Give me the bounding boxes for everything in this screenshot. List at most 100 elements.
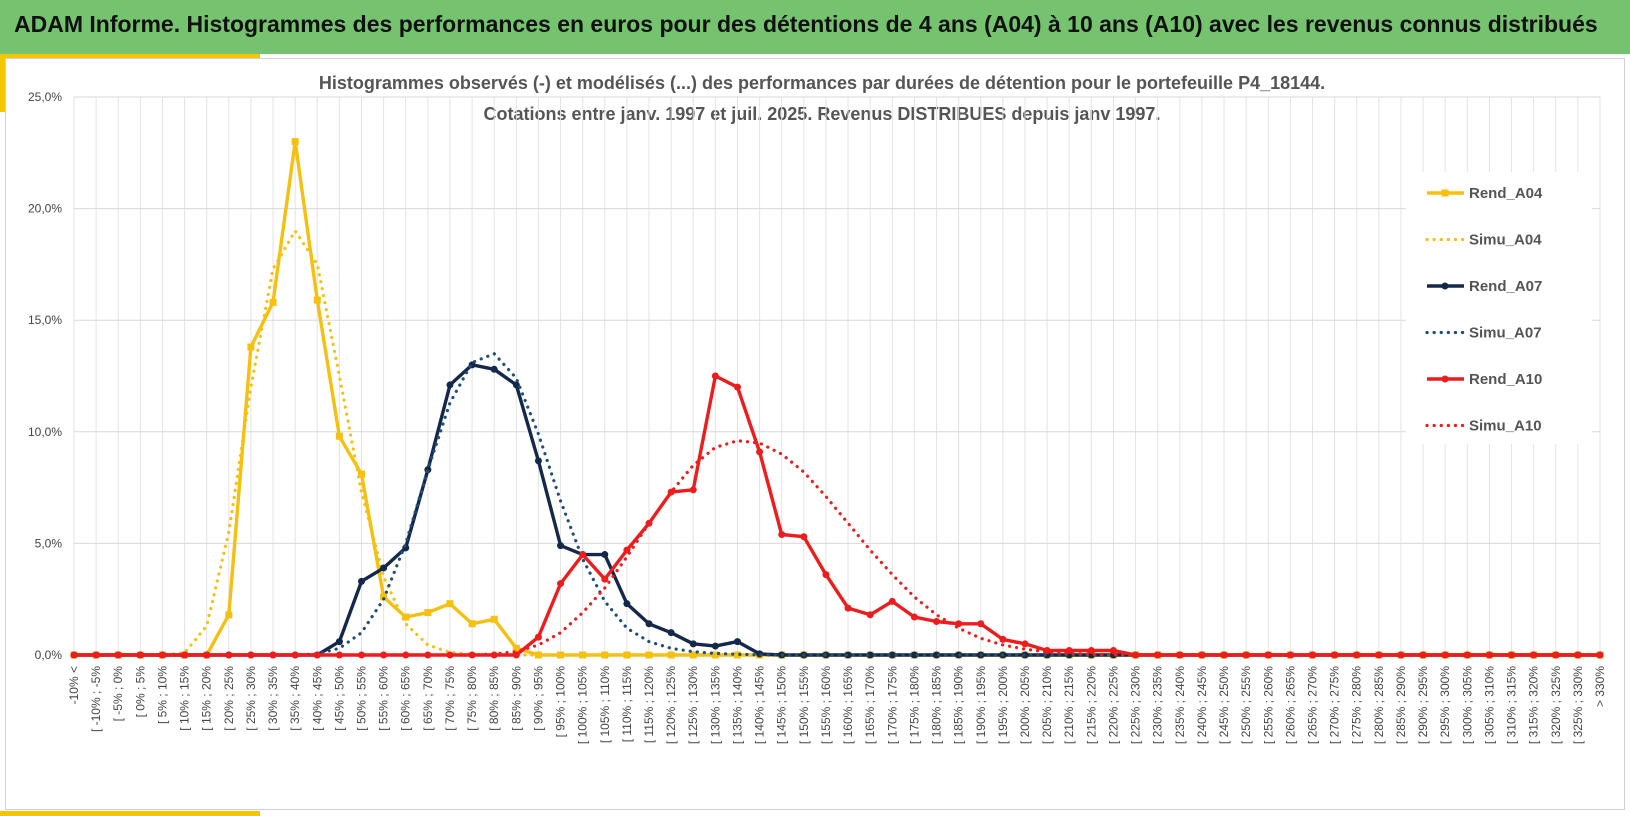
x-tick-label: [ 125% ; 130%: [686, 666, 700, 744]
data-point: [446, 600, 454, 608]
data-point: [1109, 647, 1117, 655]
legend-item-rend-a07: Rend_A07: [1427, 278, 1542, 295]
x-tick-label: [ 15% ; 20%: [200, 666, 214, 731]
data-point: [844, 604, 852, 612]
data-point: [1087, 647, 1095, 655]
data-point: [557, 580, 565, 588]
data-point: [667, 629, 675, 637]
data-point: [756, 448, 764, 456]
y-tick-label: 10,0%: [28, 425, 62, 439]
x-tick-label: [ 265% ; 270%: [1305, 666, 1319, 744]
accent-bar-bottom: [0, 811, 260, 816]
data-point: [623, 651, 631, 659]
legend-label: Rend_A07: [1469, 278, 1542, 295]
x-tick-label: [ 65% ; 70%: [421, 666, 435, 731]
data-point: [136, 651, 144, 659]
legend-marker: [1441, 282, 1449, 290]
chart-title-line-1: Histogrammes observés (-) et modélisés (…: [319, 73, 1325, 93]
data-point: [380, 651, 388, 659]
x-tick-label: [ 240% ; 245%: [1195, 666, 1209, 744]
x-tick-label: [ 200% ; 205%: [1018, 666, 1032, 744]
x-tick-label: [ 135% ; 140%: [730, 666, 744, 744]
y-tick-label: 5,0%: [35, 536, 63, 550]
data-point: [203, 651, 211, 659]
x-axis: -10% < [ -10% ; -5% [ -5% ; 0% [ 0% ; 5% [ 5…: [67, 666, 1607, 744]
x-tick-label: [ 55% ; 60%: [377, 666, 391, 731]
data-point: [910, 651, 918, 659]
x-tick-label: [ 185% ; 190%: [952, 666, 966, 744]
x-tick-label: [ 270% ; 275%: [1328, 666, 1342, 744]
y-tick-label: 0,0%: [35, 648, 63, 662]
data-point: [601, 651, 609, 659]
data-point: [1242, 651, 1250, 659]
grid-lines: [73, 96, 1601, 656]
data-point: [1463, 651, 1471, 659]
x-tick-label: [ 150% ; 155%: [797, 666, 811, 744]
x-tick-label: [ 45% ; 50%: [332, 666, 346, 731]
x-tick-label: [ 105% ; 110%: [598, 666, 612, 743]
data-point: [999, 635, 1007, 643]
x-tick-label: [ 155% ; 160%: [819, 666, 833, 744]
x-tick-label: > 330%: [1593, 666, 1607, 707]
data-point: [247, 343, 255, 351]
y-tick-label: 25,0%: [28, 90, 62, 104]
data-point: [1220, 651, 1228, 659]
data-point: [1441, 651, 1449, 659]
data-point: [733, 383, 741, 391]
chart-frame: [5, 58, 1625, 810]
x-tick-label: [ 235% ; 240%: [1173, 666, 1187, 744]
data-point: [667, 651, 675, 659]
x-tick-label: [ -5% ; 0%: [111, 666, 125, 722]
data-point: [335, 651, 343, 659]
x-tick-label: [ -10% ; -5%: [89, 666, 103, 732]
chart-title-line-2: Cotations entre janv. 1997 et juil. 2025…: [484, 104, 1161, 124]
legend-item-rend-a04: Rend_A04: [1427, 185, 1543, 202]
data-point: [977, 620, 985, 628]
data-point: [733, 638, 741, 646]
series-rend-a04: [70, 138, 1604, 659]
data-point: [1596, 651, 1604, 659]
x-tick-label: [ 50% ; 55%: [355, 666, 369, 731]
page-title: ADAM Informe. Histogrammes des performan…: [14, 11, 1598, 37]
data-point: [822, 571, 830, 579]
data-point: [1485, 651, 1493, 659]
data-point: [866, 611, 874, 619]
x-tick-label: [ 300% ; 305%: [1460, 666, 1474, 744]
x-tick-label: [ 295% ; 300%: [1438, 666, 1452, 744]
legend-item-rend-a10: Rend_A10: [1427, 371, 1542, 388]
x-tick-label: [ 110% ; 115%: [620, 666, 634, 743]
data-point: [800, 533, 808, 541]
x-tick-label: [ 115% ; 120%: [642, 666, 656, 743]
x-tick-label: [ 215% ; 220%: [1084, 666, 1098, 744]
x-tick-label: [ 80% ; 85%: [487, 666, 501, 731]
x-tick-label: [ 255% ; 260%: [1261, 666, 1275, 744]
legend-label: Simu_A07: [1469, 325, 1542, 342]
data-point: [225, 611, 233, 619]
data-point: [601, 575, 609, 583]
data-point: [844, 651, 852, 659]
y-tick-label: 20,0%: [28, 202, 62, 216]
series-line-simu-a07: [72, 352, 1602, 657]
x-tick-label: [ 130% ; 135%: [708, 666, 722, 744]
data-point: [601, 551, 609, 559]
data-point: [490, 365, 498, 373]
data-point: [645, 620, 653, 628]
x-tick-label: [ 5% ; 10%: [155, 666, 169, 724]
x-tick-label: [ 10% ; 15%: [178, 666, 192, 731]
legend-label: Simu_A04: [1469, 232, 1542, 249]
x-tick-label: [ 145% ; 150%: [775, 666, 789, 744]
x-tick-label: [ 75% ; 80%: [465, 666, 479, 731]
x-tick-label: [ 40% ; 45%: [310, 666, 324, 731]
x-tick-label: [ 35% ; 40%: [288, 666, 302, 731]
data-point: [1065, 647, 1073, 655]
series-lines: [70, 138, 1604, 659]
x-tick-label: [ 305% ; 310%: [1482, 666, 1496, 744]
data-point: [689, 651, 697, 659]
data-point: [313, 651, 321, 659]
x-tick-label: [ 325% ; 330%: [1571, 666, 1585, 744]
data-point: [645, 651, 653, 659]
x-tick-label: [ 160% ; 165%: [841, 666, 855, 744]
data-point: [380, 593, 388, 601]
data-point: [158, 651, 166, 659]
